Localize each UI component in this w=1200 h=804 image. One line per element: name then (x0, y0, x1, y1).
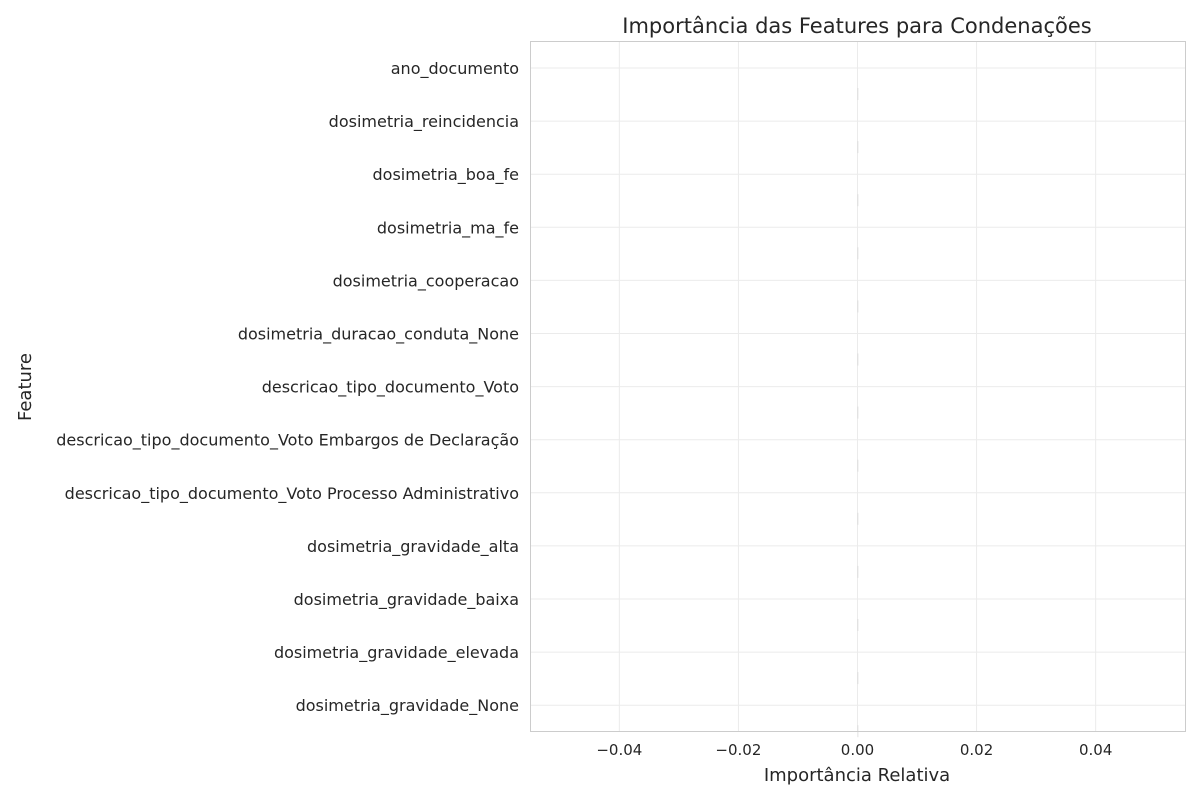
y-tick-label: descricao_tipo_documento_Voto Processo A… (65, 484, 519, 504)
y-axis-label: Feature (15, 353, 36, 421)
chart-title: Importância das Features para Condenaçõe… (622, 14, 1091, 38)
y-tick-label: dosimetria_gravidade_None (296, 696, 519, 716)
x-tick-label: −0.02 (715, 741, 761, 759)
x-tick-label: 0.02 (960, 741, 993, 759)
plot-frame (530, 41, 1186, 732)
y-tick-label: descricao_tipo_documento_Voto Embargos d… (56, 431, 519, 451)
y-tick-label: dosimetria_boa_fe (373, 165, 519, 185)
bar (857, 353, 859, 366)
y-tick-label: dosimetria_cooperacao (333, 271, 519, 291)
y-tick-label: ano_documento (391, 59, 519, 79)
bar (857, 619, 859, 631)
y-tick-label: dosimetria_duracao_conduta_None (238, 325, 519, 345)
bar (857, 194, 859, 207)
bar (857, 512, 859, 525)
bar (857, 88, 859, 100)
grid-layer (530, 41, 1185, 731)
x-axis-label: Importância Relativa (764, 765, 950, 786)
x-tick-label: 0.00 (841, 741, 874, 759)
bar (857, 141, 859, 154)
y-tick-label: dosimetria_reincidencia (329, 112, 519, 132)
x-tick-labels: −0.04 −0.02 0.00 0.02 0.04 (596, 741, 1112, 759)
y-tick-label: dosimetria_gravidade_alta (307, 537, 519, 557)
bar (857, 300, 859, 313)
bars-layer (857, 88, 859, 738)
bar (857, 459, 859, 472)
bar (857, 406, 859, 419)
x-tick-label: 0.04 (1079, 741, 1112, 759)
y-tick-label: dosimetria_ma_fe (377, 218, 519, 238)
bar (857, 565, 859, 578)
y-tick-labels: ano_documento dosimetria_reincidenciadosi… (56, 59, 519, 716)
y-tick-label: dosimetria_gravidade_baixa (294, 590, 519, 610)
y-tick-label: dosimetria_gravidade_elevada (274, 643, 519, 663)
y-tick-label: descricao_tipo_documento_Voto (262, 378, 519, 398)
bar (857, 672, 859, 685)
bar (857, 247, 859, 260)
x-tick-label: −0.04 (596, 741, 642, 759)
